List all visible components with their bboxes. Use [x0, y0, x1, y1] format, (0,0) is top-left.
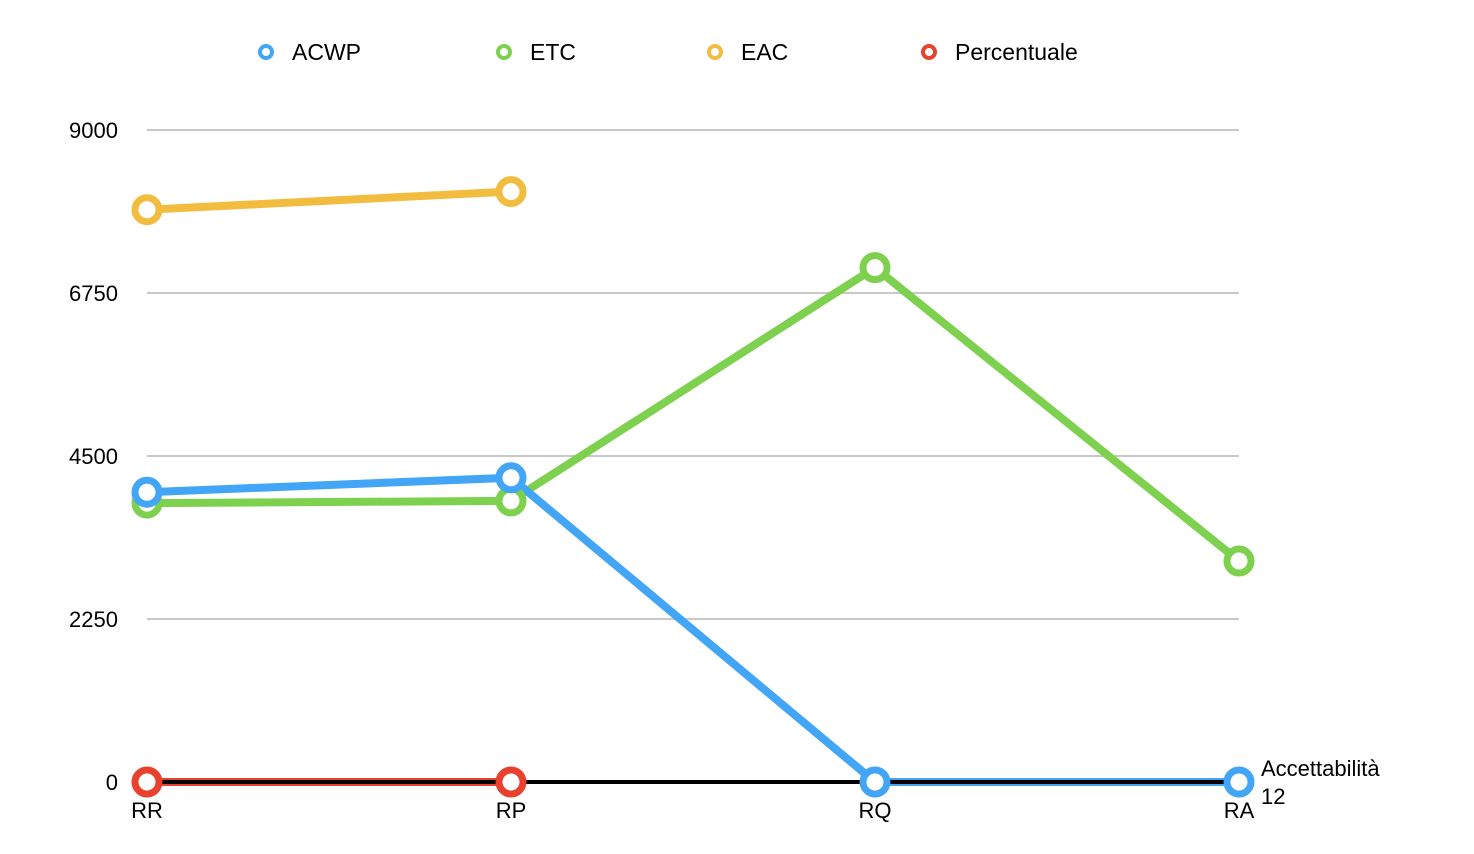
- y-tick-label: 0: [106, 770, 118, 795]
- data-point-percentuale: [131, 766, 163, 798]
- series-line-acwp: [143, 473, 1243, 786]
- legend-label-eac: EAC: [741, 38, 789, 65]
- data-point-acwp: [495, 462, 527, 494]
- data-point-acwp: [131, 476, 163, 508]
- data-point-etc: [1223, 545, 1255, 577]
- data-point-acwp: [859, 766, 891, 798]
- data-point-acwp: [1223, 766, 1255, 798]
- series-line-etc: [143, 263, 1243, 566]
- chart-legend: ACWP ETC EAC Percentuale: [0, 36, 1474, 68]
- legend-label-acwp: ACWP: [292, 38, 361, 65]
- legend-label-etc: ETC: [530, 38, 576, 65]
- legend-marker-acwp-icon: [258, 44, 274, 60]
- y-tick-label: 4500: [69, 444, 118, 469]
- legend-item-eac[interactable]: EAC: [707, 36, 788, 68]
- data-point-eac: [131, 194, 163, 226]
- legend-marker-percentuale-icon: [921, 44, 937, 60]
- series-line-eac: [143, 187, 515, 214]
- y-tick-label: 9000: [69, 118, 118, 143]
- y-tick-label: 2250: [69, 607, 118, 632]
- annotation-accettabilita: Accettabilità 12: [1261, 755, 1380, 811]
- data-point-eac: [495, 176, 527, 208]
- legend-item-acwp[interactable]: ACWP: [258, 36, 361, 68]
- x-tick-label: RR: [131, 798, 163, 823]
- legend-marker-etc-icon: [496, 44, 512, 60]
- x-tick-label: RA: [1224, 798, 1255, 823]
- legend-item-etc[interactable]: ETC: [496, 36, 576, 68]
- data-point-etc: [859, 252, 891, 284]
- legend-marker-eac-icon: [707, 44, 723, 60]
- x-tick-label: RP: [496, 798, 527, 823]
- legend-item-percentuale[interactable]: Percentuale: [921, 36, 1078, 68]
- annotation-line-2: 12: [1261, 784, 1286, 809]
- data-point-percentuale: [495, 766, 527, 798]
- y-tick-label: 6750: [69, 281, 118, 306]
- x-tick-label: RQ: [859, 798, 892, 823]
- legend-label-percentuale: Percentuale: [955, 38, 1078, 65]
- annotation-line-1: Accettabilità: [1261, 756, 1380, 781]
